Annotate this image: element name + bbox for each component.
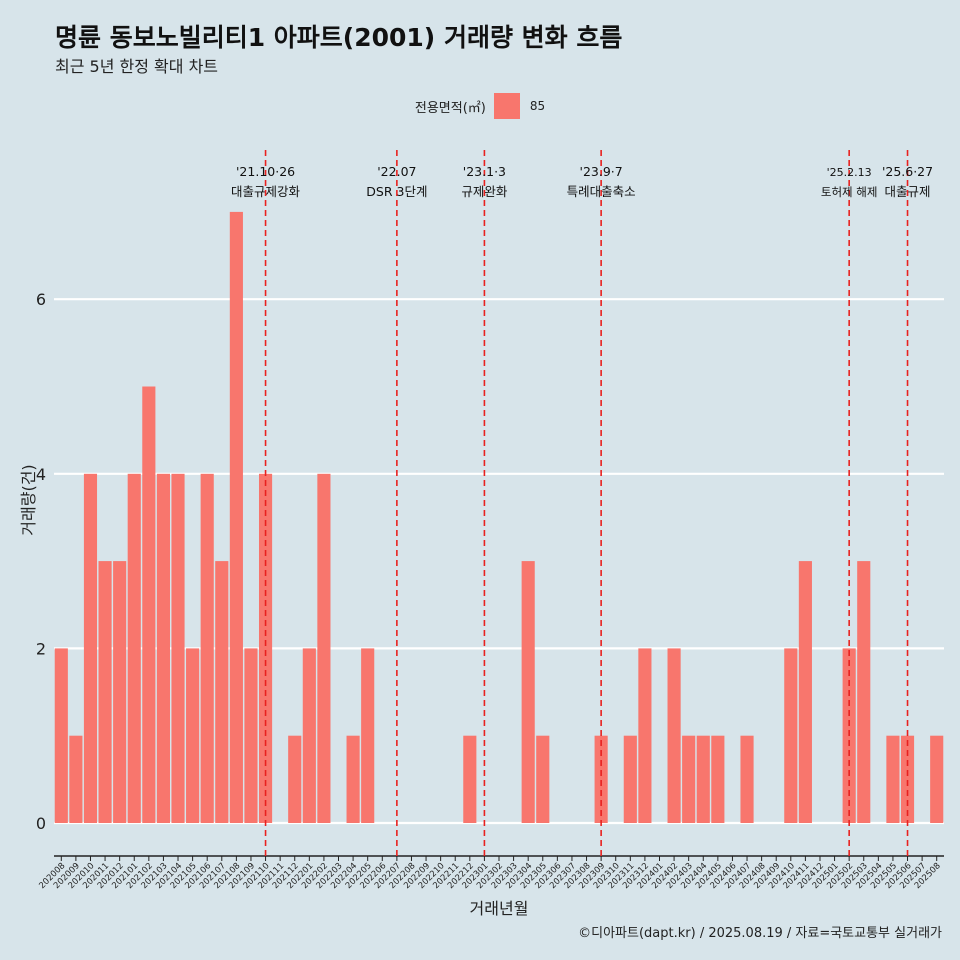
- bar: [156, 473, 170, 823]
- bar: [200, 473, 214, 823]
- event-date-label: '25.2.13: [827, 166, 872, 179]
- y-tick-label: 2: [36, 639, 46, 658]
- source-caption: ©디아파트(dapt.kr) / 2025.08.19 / 자료=국토교통부 실…: [578, 926, 942, 941]
- legend: 전용면적(㎡) 85: [0, 93, 960, 119]
- bar: [798, 561, 812, 823]
- bar: [229, 211, 243, 823]
- bar: [361, 648, 375, 823]
- bar: [244, 648, 258, 823]
- bar: [857, 561, 871, 823]
- y-tick-label: 4: [36, 465, 46, 484]
- bar: [667, 648, 681, 823]
- bar: [930, 735, 944, 823]
- bar: [638, 648, 652, 823]
- bar: [682, 735, 696, 823]
- bar: [623, 735, 637, 823]
- bar: [594, 735, 608, 823]
- bar: [186, 648, 200, 823]
- bar: [740, 735, 754, 823]
- bar: [83, 473, 98, 823]
- bar: [113, 561, 127, 823]
- bar: [54, 648, 68, 823]
- legend-swatch: [493, 93, 520, 119]
- bar: [302, 648, 316, 823]
- event-date-label: '23.1·3: [463, 164, 506, 179]
- bar: [536, 735, 550, 823]
- bar: [317, 473, 331, 823]
- chart-title: 명륜 동보노빌리티1 아파트(2001) 거래량 변화 흐름: [55, 23, 623, 52]
- bar: [711, 735, 725, 823]
- bar: [69, 735, 83, 823]
- bar: [900, 735, 915, 823]
- bar: [784, 648, 798, 823]
- legend-label: 85: [529, 99, 546, 113]
- bar: [142, 386, 156, 823]
- event-name-label: 규제완화: [461, 184, 508, 199]
- event-date-label: '22.07: [377, 164, 416, 179]
- bar: [98, 561, 112, 823]
- y-axis-title: 거래량(건): [19, 464, 38, 535]
- bar: [463, 735, 477, 823]
- x-axis-title: 거래년월: [470, 899, 529, 918]
- bar: [258, 473, 273, 823]
- event-date-label: '23.9·7: [580, 164, 623, 179]
- bar: [215, 561, 229, 823]
- event-date-label: '25.6·27: [882, 164, 933, 179]
- y-tick-label: 0: [36, 814, 46, 833]
- event-name-label: 대출규제강화: [231, 184, 301, 199]
- event-date-label: '21.10·26: [236, 164, 295, 179]
- event-name-label: 대출규제: [885, 184, 931, 199]
- event-name-label: DSR 3단계: [366, 184, 427, 199]
- bar: [521, 561, 535, 823]
- bar: [696, 735, 710, 823]
- bar: [127, 473, 141, 823]
- bar: [171, 473, 185, 823]
- event-name-label: 특례대출축소: [567, 184, 636, 199]
- event-name-label: 토허제 해제: [821, 185, 878, 199]
- legend-title: 전용면적(㎡): [414, 100, 486, 116]
- chart-subtitle: 최근 5년 한정 확대 차트: [55, 57, 219, 76]
- bar: [886, 735, 900, 823]
- bar: [288, 735, 302, 823]
- bar: [346, 735, 360, 823]
- y-tick-label: 6: [36, 290, 46, 309]
